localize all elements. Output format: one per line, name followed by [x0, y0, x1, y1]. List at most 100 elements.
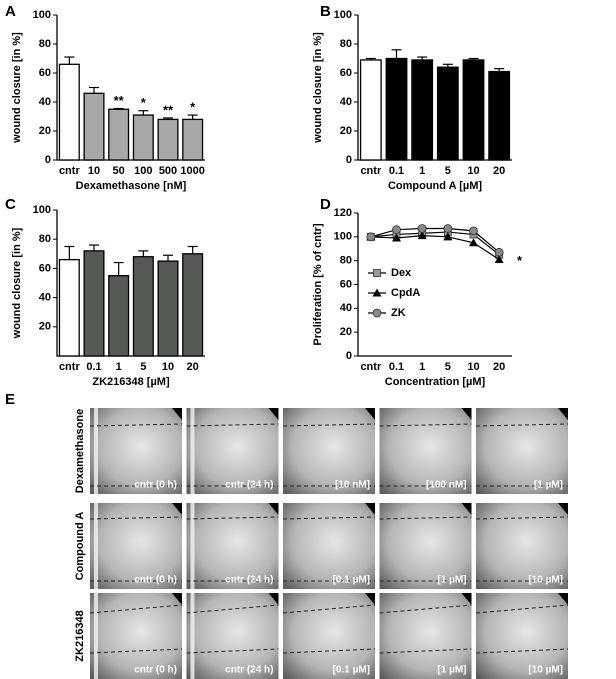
y-axis-label: wound closure [in %] [312, 32, 324, 144]
x-tick-label: 20 [187, 361, 199, 373]
row-label: Compound A [74, 512, 86, 581]
y-tick-label: 40 [340, 96, 352, 108]
y-tick-label: 60 [39, 67, 51, 79]
wound-edge [186, 648, 279, 654]
image-label: [10 µM] [528, 575, 563, 586]
x-tick-label: 5 [140, 361, 146, 373]
image-label: cntr (0 h) [134, 575, 177, 586]
y-tick-label: 100 [334, 231, 352, 243]
wound-edge [282, 423, 376, 427]
x-axis-label: ZK216348 [µM] [92, 376, 170, 388]
well-edge [94, 503, 98, 589]
image-label: cntr (0 h) [134, 480, 177, 491]
x-tick-label: cntr [360, 361, 382, 373]
x-tick-label: 5 [445, 165, 451, 177]
wound-edge [379, 648, 472, 654]
x-tick-label: 1 [116, 361, 122, 373]
well-edge [190, 503, 195, 589]
bar [132, 256, 154, 357]
y-tick-label: 80 [39, 38, 51, 50]
x-tick-label: 100 [134, 165, 152, 177]
bar [108, 275, 130, 357]
marker [469, 238, 478, 247]
significance: * [141, 95, 147, 110]
y-tick-label: 20 [340, 326, 352, 338]
x-axis-label: Dexamethasone [nM] [76, 180, 187, 192]
x-tick-label: 1 [419, 361, 425, 373]
row-label: Dexamethasone [74, 409, 86, 493]
x-axis-label: Compound A [µM] [388, 180, 482, 192]
corner [172, 503, 182, 515]
panel-letter: B [320, 3, 331, 20]
y-tick-label: 0 [346, 154, 352, 166]
x-tick-label: 10 [467, 165, 479, 177]
micrograph [379, 593, 472, 679]
y-tick-label: 40 [340, 302, 352, 314]
bar [157, 118, 179, 161]
y-tick-label: 60 [340, 278, 352, 290]
marker [366, 232, 376, 242]
wound-edge [186, 516, 279, 520]
image-label: [10 µM] [528, 665, 563, 676]
micrograph [90, 408, 182, 494]
micrograph [476, 408, 568, 494]
wound-edge [282, 516, 376, 520]
well-edge [94, 408, 98, 494]
x-tick-label: 20 [493, 165, 505, 177]
wound-edge [89, 648, 183, 654]
image-label: [1 µM] [534, 480, 563, 491]
image-label: [100 nM] [426, 480, 467, 491]
image-label: [0.1 µM] [333, 575, 370, 586]
legend-label: CpdA [391, 287, 420, 299]
marker [469, 226, 478, 236]
marker [392, 233, 401, 242]
significance: * [190, 99, 196, 114]
micrograph [283, 408, 375, 494]
image-label: cntr (24 h) [225, 665, 273, 676]
image-label: cntr (24 h) [225, 575, 273, 586]
corner [461, 593, 472, 605]
image-label: [1 µM] [437, 575, 466, 586]
bar [58, 63, 80, 161]
panel-letter: D [320, 196, 331, 213]
x-tick-label: 10 [88, 165, 100, 177]
wound-edge [89, 516, 183, 520]
significance: ** [163, 102, 174, 117]
corner [268, 593, 279, 605]
x-tick-label: 1000 [180, 165, 204, 177]
y-tick-label: 0 [346, 350, 352, 362]
marker [417, 224, 427, 233]
y-tick-label: 40 [39, 96, 51, 108]
row-label: ZK216348 [74, 610, 86, 661]
y-tick-label: 80 [340, 255, 352, 267]
marker [372, 308, 382, 318]
wound-edge [475, 648, 569, 654]
wound-edge [186, 423, 279, 427]
x-tick-label: 1 [419, 165, 425, 177]
marker [373, 269, 381, 277]
wound-edge [379, 604, 472, 614]
panel-letter: E [5, 391, 15, 408]
micrograph [90, 503, 182, 589]
corner [365, 593, 375, 605]
micrograph [476, 503, 568, 589]
micrograph [379, 503, 472, 589]
corner [461, 503, 472, 515]
corner [172, 408, 182, 420]
y-tick-label: 20 [39, 321, 51, 333]
y-axis-label: Proliferation [% of cntr] [312, 223, 324, 346]
bar [132, 114, 154, 161]
y-tick-label: 100 [33, 9, 51, 21]
micrograph [186, 503, 279, 589]
well-edge [190, 408, 195, 494]
x-tick-label: 0.1 [389, 165, 404, 177]
bar [58, 258, 80, 357]
legend-label: ZK [391, 307, 406, 319]
legend-label: Dex [391, 267, 412, 279]
micrograph [283, 503, 375, 589]
corner [268, 503, 279, 515]
micrograph [90, 593, 182, 679]
corner [461, 408, 472, 420]
well-edge [94, 593, 98, 679]
